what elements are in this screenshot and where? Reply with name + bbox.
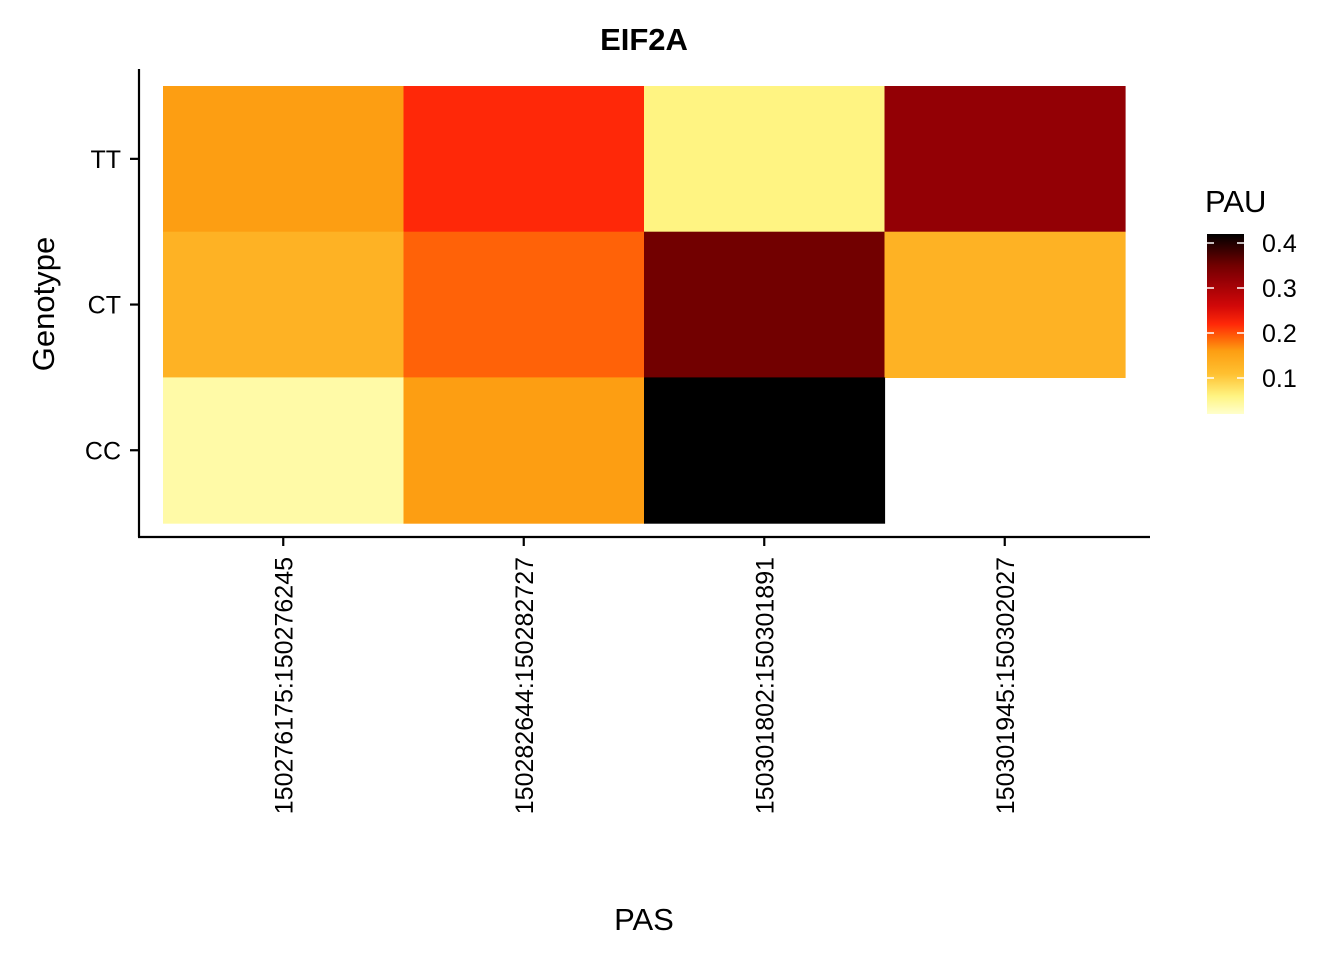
legend-ticks: 0.1 0.2 0.3 0.4	[1207, 230, 1297, 393]
legend-colorbar	[1207, 234, 1244, 414]
legend-title: PAU	[1205, 184, 1266, 219]
heatmap-cell	[884, 86, 1126, 233]
legend-tick-label: 0.2	[1262, 320, 1297, 348]
x-tick-label: 150282644:150282727	[511, 557, 539, 814]
x-axis-title: PAS	[614, 902, 674, 937]
chart-title: EIF2A	[600, 22, 688, 57]
heatmap-cell	[644, 86, 886, 233]
y-tick-label: CC	[85, 437, 121, 465]
heatmap-cells	[163, 86, 1126, 524]
heatmap-cell	[403, 86, 645, 233]
legend-tick-label: 0.4	[1262, 230, 1297, 258]
heatmap-cell	[403, 231, 645, 378]
y-axis-ticks: TT CT CC	[85, 146, 139, 465]
heatmap-cell	[644, 231, 886, 378]
heatmap-cell	[163, 86, 405, 233]
heatmap-cell	[163, 377, 405, 524]
legend-tick-label: 0.3	[1262, 275, 1297, 303]
heatmap-cell	[403, 377, 645, 524]
y-tick-label: TT	[90, 146, 121, 174]
x-tick-label: 150301802:150301891	[751, 557, 779, 814]
heatmap-cell	[163, 231, 405, 378]
color-legend: PAU 0.1 0.2 0.3 0.4	[1205, 184, 1297, 414]
heatmap-cell	[644, 377, 886, 524]
x-tick-label: 150276175:150276245	[270, 557, 298, 814]
x-axis-ticks: 150276175:150276245 150282644:150282727 15…	[270, 537, 1020, 814]
legend-tick-label: 0.1	[1262, 365, 1297, 393]
y-axis-title: Genotype	[26, 237, 61, 371]
x-tick-label: 150301945:150302027	[992, 557, 1020, 814]
heatmap-cell	[884, 231, 1126, 378]
y-tick-label: CT	[88, 292, 121, 320]
